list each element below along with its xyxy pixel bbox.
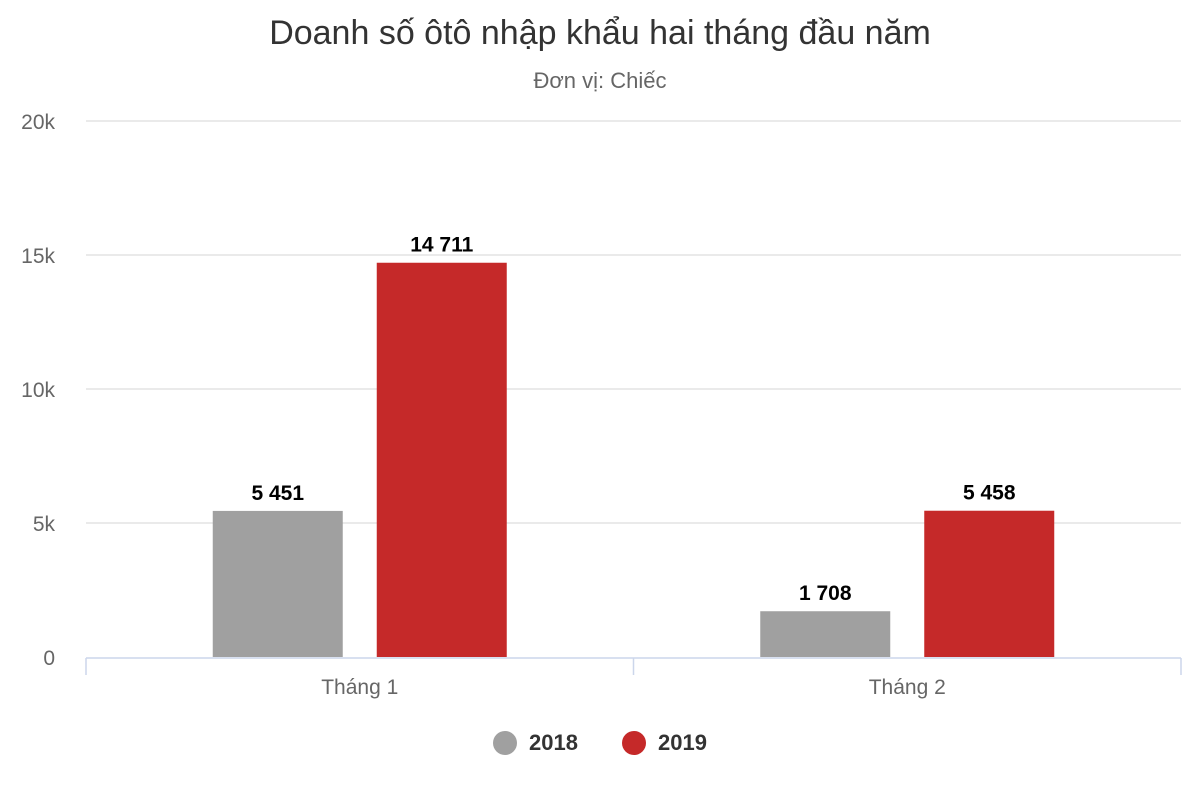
legend-item-2018[interactable]: 2018: [493, 730, 578, 756]
bar-2019-2: [924, 510, 1055, 657]
legend-item-2019[interactable]: 2019: [622, 730, 707, 756]
bar-2018-1: [212, 510, 343, 657]
data-label: 14 711: [410, 234, 473, 257]
legend-label-2018: 2018: [529, 730, 578, 755]
y-tick-label: 5k: [33, 513, 56, 536]
chart-title: Doanh số ôtô nhập khẩu hai tháng đầu năm: [269, 14, 931, 52]
x-tick-label: Tháng 1: [321, 676, 398, 699]
legend-swatch-2019: [622, 731, 646, 755]
y-tick-label: 15k: [21, 245, 55, 268]
bar-chart: 0 5k 10k 15k 20k 5 451 14 711 Tháng 1 1 708 5 458…: [21, 111, 1182, 699]
bar-2019-1: [376, 262, 507, 657]
legend-swatch-2018: [493, 731, 518, 755]
y-tick-label: 10k: [21, 379, 55, 402]
data-label: 5 458: [963, 482, 1016, 505]
data-label: 5 451: [251, 482, 304, 505]
y-tick-label: 0: [43, 647, 55, 670]
bar-2018-2: [760, 611, 891, 657]
data-label: 1 708: [799, 582, 852, 605]
y-tick-label: 20k: [21, 111, 55, 134]
legend-label-2019: 2019: [658, 730, 707, 755]
chart-subtitle: Đơn vị: Chiếc: [533, 68, 667, 93]
x-tick-label: Tháng 2: [869, 676, 946, 699]
chart-legend: 2018 2019: [0, 730, 1200, 756]
